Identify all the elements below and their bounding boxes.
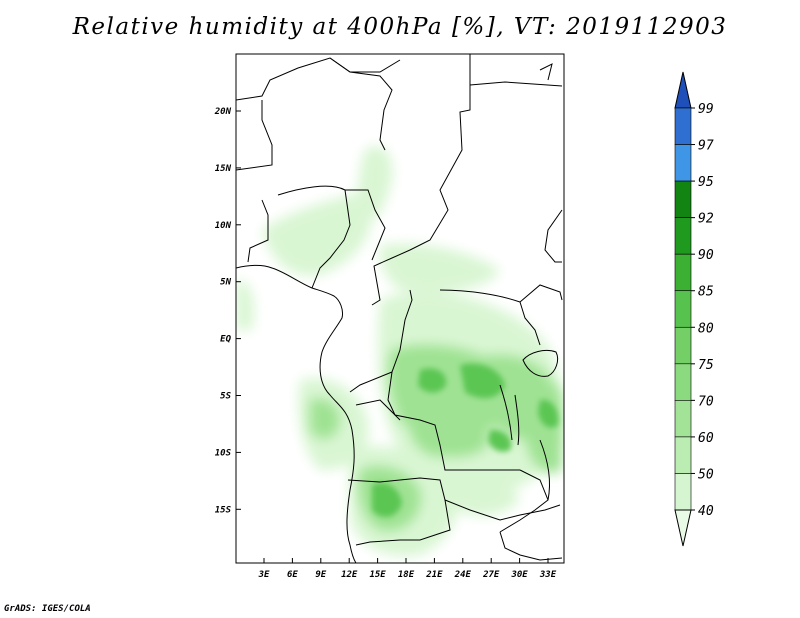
colorbar-segment xyxy=(674,436,692,474)
colorbar-label: 75 xyxy=(698,358,714,373)
lat-tick-label: EQ xyxy=(220,335,231,345)
colorbar-label: 70 xyxy=(698,394,714,409)
colorbar-segment xyxy=(674,363,692,401)
colorbar-segment xyxy=(674,290,692,328)
lat-tick-label: 10N xyxy=(215,221,232,231)
lon-tick-label: 21E xyxy=(425,570,443,580)
lon-tick-label: 9E xyxy=(315,570,326,580)
lat-tick-label: 15S xyxy=(215,505,232,515)
lat-tick-label: 10S xyxy=(215,448,232,458)
colorbar-label: 60 xyxy=(698,431,714,446)
grads-credit: GrADS: IGES/COLA xyxy=(4,604,91,614)
colorbar-label: 80 xyxy=(698,321,714,336)
latitude-axis: 20N 15N 10N 5N EQ 5S 10S 15S xyxy=(214,107,241,515)
humidity-shading xyxy=(236,146,562,557)
colorbar-segment xyxy=(674,473,692,511)
colorbar-segment xyxy=(674,400,692,438)
colorbar-label: 99 xyxy=(698,102,714,117)
colorbar-label: 92 xyxy=(698,212,714,227)
chart-title: Relative humidity at 400hPa [%], VT: 201… xyxy=(72,14,728,40)
colorbar-label: 95 xyxy=(698,175,714,190)
map-borders xyxy=(236,54,563,563)
colorbar-segment xyxy=(674,180,692,218)
colorbar-segment xyxy=(674,253,692,292)
colorbar-label: 90 xyxy=(698,248,714,263)
lon-tick-label: 18E xyxy=(398,570,415,580)
lon-tick-label: 30E xyxy=(510,570,528,580)
lat-tick-label: 5N xyxy=(220,278,231,288)
lon-tick-label: 24E xyxy=(454,570,472,580)
colorbar-label: 40 xyxy=(698,504,714,519)
lon-tick-label: 33E xyxy=(539,570,557,580)
lat-tick-label: 20N xyxy=(214,107,232,117)
colorbar-label: 50 xyxy=(698,467,714,482)
longitude-axis: 3E 6E 9E 12E 15E 18E 21E 24E 27E 30E 33E xyxy=(258,558,557,580)
lon-tick-label: 12E xyxy=(341,570,358,580)
colorbar-bottom-arrow xyxy=(674,509,692,547)
lat-tick-label: 15N xyxy=(215,164,232,174)
colorbar: 99 97 95 92 90 85 80 75 70 60 50 40 xyxy=(674,71,714,547)
lon-tick-label: 27E xyxy=(482,570,500,580)
lon-tick-label: 3E xyxy=(258,570,270,580)
lat-tick-label: 5S xyxy=(220,392,231,402)
lon-tick-label: 15E xyxy=(369,570,386,580)
colorbar-segment xyxy=(674,107,692,145)
colorbar-top-arrow xyxy=(674,71,692,109)
colorbar-segment xyxy=(674,144,692,182)
colorbar-segment xyxy=(674,217,692,255)
colorbar-label: 85 xyxy=(698,285,714,300)
lon-tick-label: 6E xyxy=(287,570,298,580)
map-frame xyxy=(235,53,565,564)
colorbar-label: 97 xyxy=(698,139,714,154)
colorbar-segment xyxy=(674,326,692,365)
